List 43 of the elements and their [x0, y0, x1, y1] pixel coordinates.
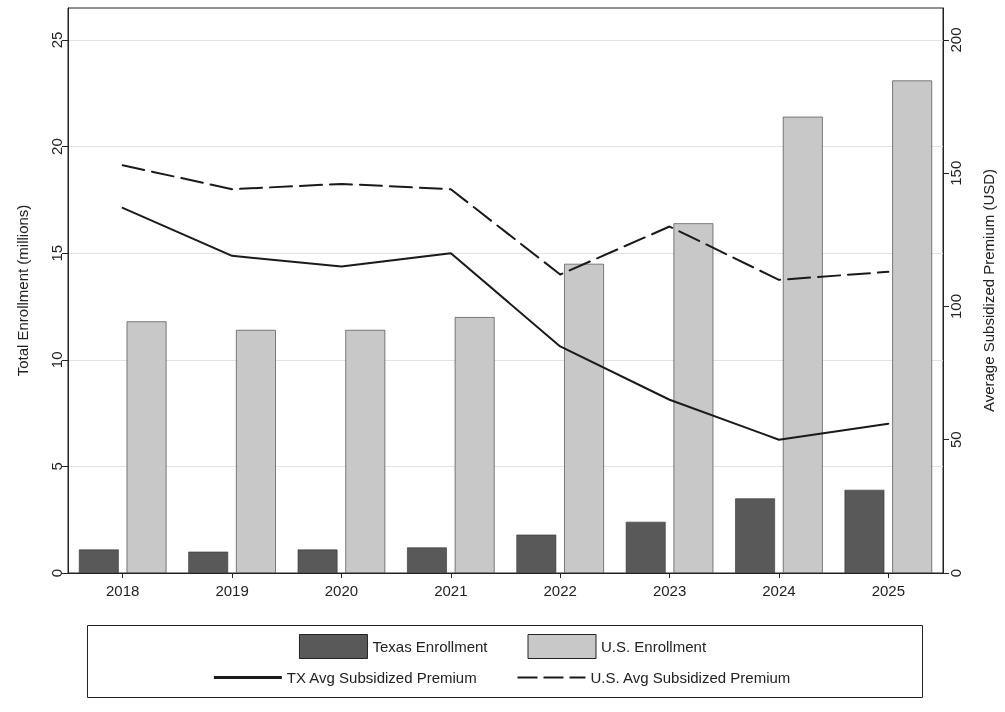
x-tick-label: 2019: [215, 582, 249, 599]
line-series: [121, 164, 890, 281]
y-tick-label: 5: [47, 462, 65, 471]
bar: [454, 317, 495, 573]
y2-tick-label: 50: [946, 431, 964, 449]
x-tick-label: 2021: [434, 582, 468, 599]
x-tick-label: 2020: [324, 582, 359, 599]
bar: [782, 116, 823, 573]
y2-tick-label: 100: [946, 293, 964, 320]
y-tick-label: 25: [47, 31, 65, 49]
legend-label: Texas Enrollment: [372, 638, 489, 655]
bar: [236, 329, 276, 573]
y-tick-label: 20: [47, 138, 65, 155]
bar: [673, 223, 714, 573]
bar: [564, 263, 604, 573]
y-tick-label: 0: [47, 568, 65, 578]
x-tick-label: 2024: [762, 582, 796, 599]
x-tick-label: 2023: [652, 582, 687, 599]
legend-label: U.S. Enrollment: [601, 638, 707, 655]
y2-tick-label: 200: [946, 27, 964, 53]
bar: [407, 547, 447, 573]
y2-tick-label: 0: [946, 568, 964, 578]
bar: [625, 521, 666, 573]
bar: [126, 321, 167, 573]
y-axis-title: Total Enrollment (millions): [14, 204, 31, 377]
y2-tick-label: 150: [946, 160, 964, 186]
legend-label: TX Avg Subsidized Premium: [286, 669, 477, 686]
y2-axis-title: Average Subsidized Premium (USD): [980, 168, 997, 413]
y-tick-label: 15: [47, 244, 65, 262]
bar: [516, 534, 557, 573]
x-tick-label: 2022: [543, 582, 577, 599]
x-tick-label: 2025: [871, 582, 905, 599]
y-tick-label: 10: [47, 351, 65, 369]
bar: [345, 329, 386, 573]
bar: [892, 80, 933, 573]
bar: [188, 551, 229, 573]
bar: [735, 498, 775, 573]
legend-label: U.S. Avg Subsidized Premium: [590, 669, 791, 686]
bar: [78, 549, 119, 573]
bar: [844, 489, 885, 573]
bar: [297, 549, 338, 573]
x-tick-label: 2018: [106, 582, 140, 599]
line-series: [121, 206, 890, 441]
